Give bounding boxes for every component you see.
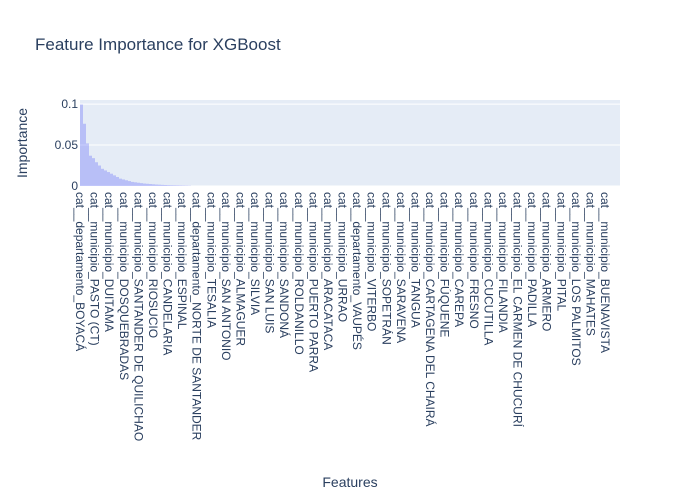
x-tick-label: cat__departamento_BOYACÁ <box>73 192 88 351</box>
x-tick-label: cat__municipio_PUERTO PARRA <box>306 192 320 372</box>
plot-area <box>80 100 620 186</box>
bar[interactable] <box>104 170 107 186</box>
x-tick-label: cat__municipio_FÚQUENE <box>438 192 453 337</box>
y-tick-label: 0.1 <box>61 97 78 111</box>
bar[interactable] <box>113 175 116 186</box>
x-tick-label: cat__municipio_FRESNO <box>467 192 481 329</box>
x-tick-label: cat__municipio_DUITAMA <box>102 192 116 332</box>
bar[interactable] <box>143 183 146 186</box>
x-tick-label: cat__municipio_PADILLA <box>525 192 539 327</box>
bar[interactable] <box>137 182 140 186</box>
bar[interactable] <box>140 183 143 186</box>
bar[interactable] <box>149 184 152 186</box>
x-tick-label: cat__departamento_NORTE DE SANTANDER <box>190 192 204 441</box>
x-tick-label: cat__municipio_BUENAVISTA <box>598 192 612 353</box>
x-tick-label: cat__municipio_CAREPA <box>452 192 466 327</box>
bar[interactable] <box>170 185 173 186</box>
x-tick-label: cat__municipio_TANGUA <box>408 192 422 328</box>
bar[interactable] <box>125 180 128 186</box>
y-axis-title: Importance <box>14 108 30 178</box>
x-tick-label: cat__municipio_TESALIA <box>204 192 218 328</box>
x-tick-label: cat__departamento_VAUPÉS <box>350 192 365 350</box>
x-tick-label: cat__municipio_SILVIA <box>248 192 262 315</box>
x-tick-label: cat__municipio_SANTANDER DE QUILICHAO <box>131 192 145 441</box>
chart-title: Feature Importance for XGBoost <box>35 35 281 54</box>
bar[interactable] <box>83 123 86 186</box>
bar[interactable] <box>176 185 179 186</box>
x-tick-label: cat__municipio_EL CARMEN DE CHUCURÍ <box>511 192 526 428</box>
bar[interactable] <box>98 165 101 186</box>
x-tick-label: cat__municipio_LOS PALMITOS <box>569 192 583 366</box>
x-tick-label: cat__municipio_CUCUTILLA <box>481 192 495 345</box>
x-tick-label: cat__municipio_ESPINAL <box>175 192 189 330</box>
bar[interactable] <box>146 183 149 186</box>
bar[interactable] <box>107 172 110 186</box>
bar[interactable] <box>92 158 95 186</box>
gridlines <box>80 103 620 187</box>
x-tick-label: cat__municipio_SARAVENA <box>394 192 408 343</box>
x-tick-label: cat__municipio_SAN LUIS <box>263 192 277 333</box>
x-axis-title: Features <box>322 474 377 490</box>
x-tick-label: cat__municipio_SAN ANTONIO <box>219 192 233 361</box>
bar[interactable] <box>131 181 134 186</box>
bar[interactable] <box>161 184 164 186</box>
x-tick-label: cat__municipio_ROLDANILLO <box>292 192 306 355</box>
bar[interactable] <box>152 184 155 186</box>
x-tick-label: cat__municipio_DOSQUEBRADAS <box>117 192 131 380</box>
y-tick-label: 0.05 <box>55 138 79 152</box>
bar[interactable] <box>158 184 161 186</box>
y-axis-ticks: 0 0.05 0.1 <box>55 97 79 193</box>
bar[interactable] <box>128 181 131 186</box>
bar[interactable] <box>86 143 89 186</box>
x-tick-label: cat__municipio_CANDELARIA <box>161 192 175 355</box>
bar[interactable] <box>134 182 137 186</box>
x-tick-label: cat__municipio_MAHATES <box>583 192 597 336</box>
bar[interactable] <box>119 178 122 186</box>
bar[interactable] <box>80 104 83 186</box>
bar[interactable] <box>155 184 158 186</box>
x-tick-label: cat__municipio_FILANDIA <box>496 192 510 333</box>
bar[interactable] <box>110 173 113 186</box>
bar[interactable] <box>95 162 98 186</box>
x-axis-ticks: cat__departamento_BOYACÁ cat__municipio_P… <box>73 192 612 441</box>
bar[interactable] <box>116 176 119 186</box>
bar[interactable] <box>164 185 167 186</box>
bar[interactable] <box>173 185 176 186</box>
x-tick-label: cat__municipio_PITAL <box>554 192 568 312</box>
x-tick-label: cat__municipio_SANDONÁ <box>277 192 292 338</box>
x-tick-label: cat__municipio_VITERBO <box>365 192 379 331</box>
bar[interactable] <box>167 185 170 186</box>
bar[interactable] <box>89 155 92 186</box>
x-tick-label: cat__municipio_ARACATACA <box>321 192 335 350</box>
x-tick-label: cat__municipio_URRAO <box>336 192 350 322</box>
x-tick-label: cat__municipio_ALMAGUER <box>233 192 247 346</box>
x-tick-label: cat__municipio_CARTAGENA DEL CHAIRÁ <box>423 192 438 427</box>
x-tick-label: cat__municipio_ARMERO <box>540 192 554 331</box>
x-tick-label: cat__municipio_RIOSUCIO <box>146 192 160 338</box>
y-tick-label: 0 <box>71 179 78 193</box>
x-tick-label: cat__municipio_SOPETRÁN <box>379 192 394 345</box>
x-tick-label: cat__municipio_PASTO (CT) <box>88 192 102 346</box>
bars <box>80 104 191 186</box>
bar[interactable] <box>122 179 125 186</box>
bar[interactable] <box>101 168 104 186</box>
